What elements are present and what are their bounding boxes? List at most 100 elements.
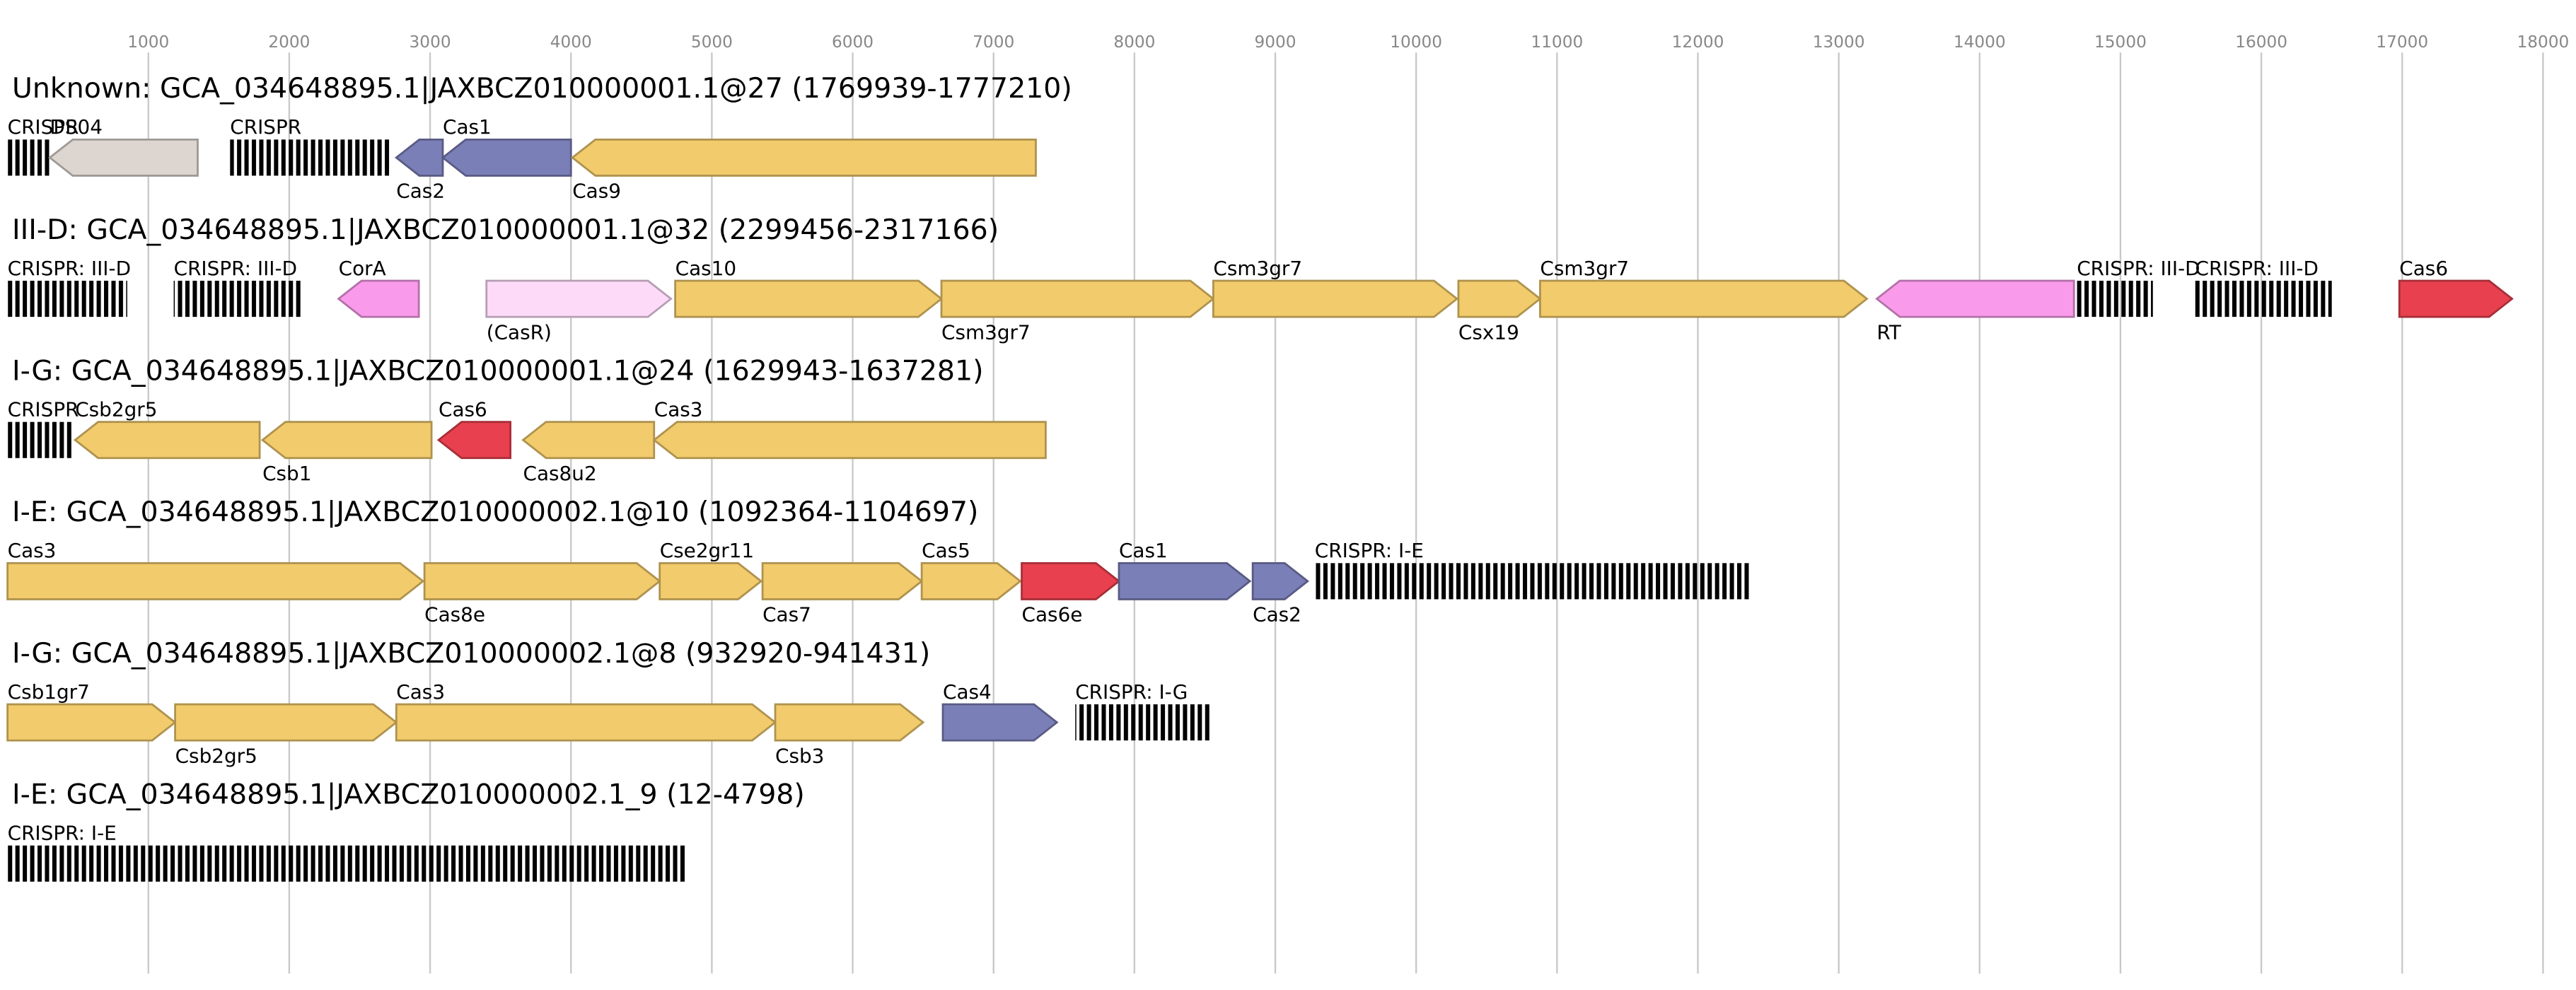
x-tick-label: 1000 xyxy=(127,33,169,52)
gene-arrow xyxy=(48,138,199,177)
gene-label: Cse2gr11 xyxy=(660,539,754,562)
gene-label: Cas6 xyxy=(439,397,487,421)
gene-arrow xyxy=(1539,279,1869,318)
track-title: Unknown: GCA_034648895.1|JAXBCZ010000001… xyxy=(12,72,1072,105)
gene-label: Csm3gr7 xyxy=(941,320,1031,344)
gene-arrow xyxy=(1212,279,1459,318)
x-tick-label: 12000 xyxy=(1672,33,1724,52)
gene-arrow xyxy=(674,279,944,318)
gene-arrow xyxy=(6,703,177,742)
gene-arrow xyxy=(485,279,673,318)
x-tick-label: 5000 xyxy=(691,33,733,52)
track-title: I-E: GCA_034648895.1|JAXBCZ010000002.1@1… xyxy=(12,496,978,528)
gene-label: Cas6 xyxy=(2399,257,2448,280)
x-tick-label: 4000 xyxy=(550,33,592,52)
crispr-array xyxy=(2077,281,2153,318)
crispr-array xyxy=(173,281,303,318)
gene-label: CRISPR xyxy=(8,397,79,421)
gene-label: CRISPR: III-D xyxy=(8,257,131,280)
gene-arrow xyxy=(441,138,572,177)
gene-label: Csb2gr5 xyxy=(175,744,257,767)
x-tick-label: 11000 xyxy=(1531,33,1583,52)
gene-label: Cas8e xyxy=(424,603,485,627)
gene-label: (CasR) xyxy=(487,320,552,344)
gene-arrow xyxy=(570,138,1037,177)
gene-arrow xyxy=(174,703,398,742)
gene-label: Cas7 xyxy=(762,603,811,627)
crispr-array xyxy=(7,139,50,176)
gene-label: Csb1 xyxy=(262,462,311,485)
x-tick-label: 2000 xyxy=(268,33,310,52)
gene-arrow xyxy=(260,421,433,460)
x-tick-label: 14000 xyxy=(1954,33,2006,52)
x-tick-label: 6000 xyxy=(832,33,874,52)
gene-arrow xyxy=(337,279,420,318)
gene-label: Csb2gr5 xyxy=(75,397,157,421)
gene-label: CRISPR: III-D xyxy=(2077,257,2200,280)
gene-arrow xyxy=(1021,561,1121,600)
gene-arrow xyxy=(920,561,1022,600)
x-tick-label: 17000 xyxy=(2376,33,2428,52)
gene-label: Cas3 xyxy=(654,397,703,421)
gene-label: Cas2 xyxy=(1253,603,1301,627)
gene-label: CorA xyxy=(339,257,386,280)
crispr-array xyxy=(2195,281,2332,318)
gene-arrow xyxy=(436,421,511,460)
gene-arrow xyxy=(395,138,444,177)
x-tick-label: 18000 xyxy=(2517,33,2570,52)
gene-arrow xyxy=(423,561,661,600)
gene-label: RT xyxy=(1876,320,1901,344)
gene-arrow xyxy=(6,561,425,600)
gene-label: Cas3 xyxy=(8,539,57,562)
gene-label: Cas2 xyxy=(396,180,445,203)
gene-label: Cas1 xyxy=(1119,539,1168,562)
x-tick-label: 7000 xyxy=(973,33,1014,52)
track-title: I-G: GCA_034648895.1|JAXBCZ010000001.1@2… xyxy=(12,355,984,388)
gene-label: CRISPR: III-D xyxy=(174,257,297,280)
gene-label: Csb1gr7 xyxy=(8,680,90,704)
crispr-array xyxy=(7,421,73,458)
x-tick-label: 16000 xyxy=(2235,33,2287,52)
gene-arrow xyxy=(2398,279,2514,318)
gene-label: Csx19 xyxy=(1458,320,1519,344)
gene-label: CRISPR xyxy=(230,115,301,139)
crispr-array xyxy=(1314,563,1752,600)
gene-label: DS04 xyxy=(50,115,103,139)
gene-label: Cas6e xyxy=(1022,603,1083,627)
gene-arrow xyxy=(658,561,763,600)
gene-arrow xyxy=(521,421,656,460)
gene-label: Csm3gr7 xyxy=(1213,257,1302,280)
gene-arrow xyxy=(652,421,1047,460)
gene-arrow xyxy=(1118,561,1252,600)
gene-label: CRISPR: III-D xyxy=(2195,257,2319,280)
gene-label: Cas4 xyxy=(943,680,992,704)
gene-label: Cas3 xyxy=(396,680,445,704)
gene-label: Cas8u2 xyxy=(523,462,597,485)
gene-label: CRISPR xyxy=(8,115,79,139)
x-tick-label: 13000 xyxy=(1813,33,1865,52)
gene-label: Cas10 xyxy=(675,257,737,280)
gene-arrow xyxy=(395,703,777,742)
x-tick-label: 9000 xyxy=(1254,33,1296,52)
gene-label: Cas5 xyxy=(922,539,970,562)
gene-label: Cas1 xyxy=(443,115,492,139)
gene-arrow xyxy=(1251,561,1310,600)
crispr-array xyxy=(230,139,390,176)
gene-label: CRISPR: I-E xyxy=(8,821,117,844)
crispr-array xyxy=(1075,704,1211,741)
gene-arrow xyxy=(1457,279,1542,318)
track-title: III-D: GCA_034648895.1|JAXBCZ010000001.1… xyxy=(12,214,999,246)
x-tick-label: 3000 xyxy=(410,33,451,52)
gene-label: Csb3 xyxy=(775,744,824,767)
gene-label: CRISPR: I-G xyxy=(1075,680,1188,704)
crispr-array xyxy=(7,845,685,882)
gene-arrow xyxy=(941,703,1059,742)
gene-label: Cas9 xyxy=(572,180,621,203)
gene-label: CRISPR: I-E xyxy=(1315,539,1424,562)
track-title: I-G: GCA_034648895.1|JAXBCZ010000002.1@8… xyxy=(12,637,930,670)
gene-arrow xyxy=(774,703,925,742)
x-tick-label: 8000 xyxy=(1113,33,1155,52)
gene-arrow xyxy=(940,279,1215,318)
